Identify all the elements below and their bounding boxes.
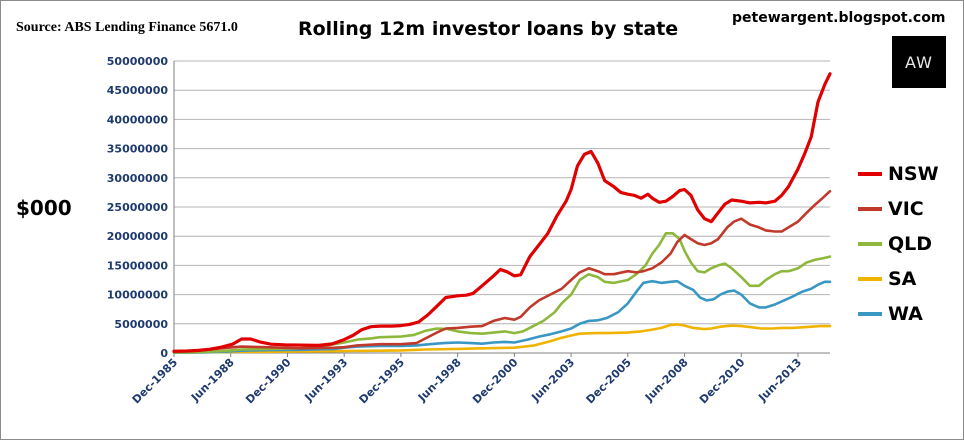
y-tick-label: 20000000	[107, 230, 169, 243]
legend-swatch	[858, 276, 882, 281]
legend-label: QLD	[888, 232, 933, 255]
legend-swatch	[858, 241, 882, 246]
y-tick-label: 45000000	[107, 84, 169, 97]
y-tick-label: 40000000	[107, 113, 169, 126]
x-tick-label: Jun-2013	[755, 356, 804, 405]
x-tick-label: Jun-2008	[642, 356, 691, 405]
y-tick-labels: 0 5000000 10000000 15000000 20000000 25000000…	[107, 55, 169, 360]
legend-swatch	[858, 171, 882, 176]
y-axis-unit-label: $000	[16, 196, 72, 220]
y-tick-label: 15000000	[107, 259, 169, 272]
legend-item-wa: WA	[858, 296, 939, 331]
legend-label: VIC	[888, 197, 924, 220]
y-tick-label: 35000000	[107, 143, 169, 156]
legend-item-vic: VIC	[858, 191, 939, 226]
x-tick-label: Jun-1988	[188, 356, 237, 405]
series-line-wa	[172, 279, 832, 354]
axes	[173, 61, 830, 357]
series-line-nsw	[172, 72, 832, 353]
chart-title: Rolling 12m investor loans by state	[298, 18, 679, 40]
y-tick-label: 5000000	[114, 318, 168, 331]
legend-label: NSW	[888, 162, 939, 185]
grid-lines	[174, 60, 830, 325]
legend-swatch	[858, 206, 882, 211]
y-tick-label: 50000000	[107, 55, 169, 68]
legend: NSW VIC QLD SA WA	[858, 156, 939, 331]
series-line-sa	[172, 323, 832, 354]
y-tick-label: 10000000	[107, 289, 169, 302]
x-tick-label: Jun-2003	[528, 356, 577, 405]
x-tick-label: Dec-2005	[584, 356, 634, 406]
legend-swatch	[858, 311, 882, 316]
aw-logo: AW	[892, 36, 946, 88]
legend-label: WA	[888, 302, 923, 325]
series-line-qld	[172, 232, 832, 354]
x-tick-label: Jun-1993	[302, 356, 351, 405]
series-line-vic	[172, 189, 832, 354]
x-tick-labels: Dec-1985 Jun-1988 Dec-1990 Jun-1993 Dec-1995…	[130, 356, 804, 407]
series-lines	[172, 72, 832, 354]
x-tick-label: Dec-1985	[130, 356, 180, 406]
legend-item-sa: SA	[858, 261, 939, 296]
x-tick-label: Dec-2010	[697, 356, 748, 407]
y-tick-label: 0	[160, 347, 168, 360]
legend-item-nsw: NSW	[858, 156, 939, 191]
y-tick-label: 30000000	[107, 172, 169, 185]
y-tick-label: 25000000	[107, 201, 169, 214]
x-tick-label: Dec-1995	[357, 356, 407, 406]
x-tick-label: Dec-1990	[243, 356, 294, 407]
legend-label: SA	[888, 267, 917, 290]
x-tick-label: Dec-2000	[470, 356, 521, 407]
legend-item-qld: QLD	[858, 226, 939, 261]
source-note: Source: ABS Lending Finance 5671.0	[16, 20, 238, 35]
blog-url: petewargent.blogspot.com	[732, 10, 946, 26]
x-tick-label: Jun-1998	[415, 356, 464, 405]
